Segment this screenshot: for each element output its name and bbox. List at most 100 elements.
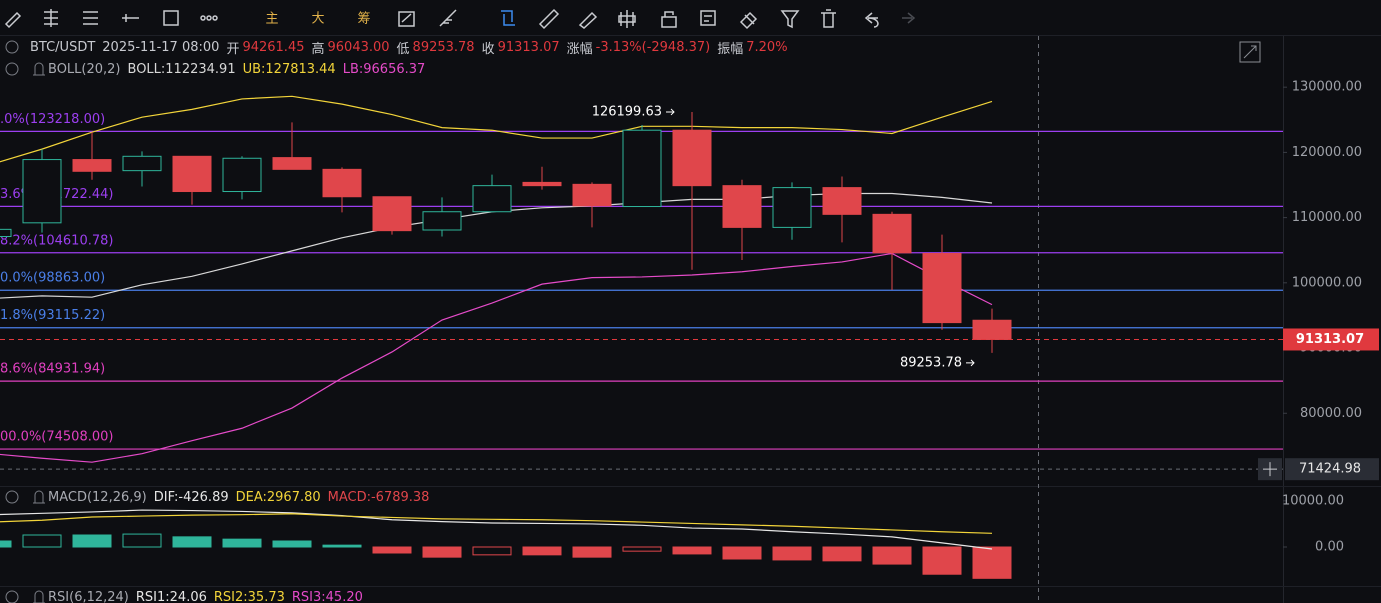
candle-body [322, 168, 362, 198]
legend-item: RSI1:24.06 [135, 589, 207, 603]
fullscreen-icon[interactable] [1239, 41, 1261, 63]
field-label: 涨幅 [566, 41, 593, 57]
macd-bar [772, 546, 812, 561]
macd-bar [322, 544, 362, 548]
macd-bar [622, 546, 662, 552]
candle-body [272, 157, 312, 170]
legend-item: UB:127813.44 [242, 61, 336, 77]
macd-bar [222, 538, 262, 548]
indicator-line [0, 252, 993, 463]
collapse-icon[interactable] [5, 62, 19, 76]
indicator-title: BOLL(20,2) [48, 61, 121, 77]
alert-icon[interactable] [33, 490, 45, 504]
tool-icon[interactable] [163, 10, 179, 26]
field-value: 96043.00 [327, 39, 390, 55]
fib-label: 00.0%(74508.00) [0, 430, 113, 445]
crosshair-plus [1263, 462, 1277, 477]
y-tick-label: 120000.00 [1292, 145, 1362, 160]
macd-bar [872, 546, 912, 565]
tool-icon[interactable] [200, 15, 218, 21]
fib-label: 1.8%(93115.22) [0, 308, 105, 323]
crosshair-tag [1285, 458, 1379, 481]
legend-item: RSI2:35.73 [213, 589, 285, 603]
candle-body [0, 228, 12, 238]
candle-body [672, 129, 712, 187]
candle-body [772, 187, 812, 228]
toolbar-button[interactable]: 主 [265, 12, 278, 27]
tool-icon[interactable] [661, 11, 677, 28]
tool-icon[interactable] [578, 11, 598, 29]
tool-icon[interactable] [618, 10, 636, 28]
tool-icon[interactable] [4, 11, 22, 29]
candle-body [572, 183, 612, 207]
tool-icon[interactable] [821, 9, 836, 28]
tool-icon[interactable] [780, 10, 800, 29]
macd-bar [272, 540, 312, 548]
candle-body [72, 159, 112, 172]
last-price-tag [1283, 328, 1379, 351]
field-value: -3.13%(-2948.37) [595, 39, 711, 55]
collapse-icon[interactable] [5, 590, 19, 603]
tool-icon[interactable] [739, 11, 758, 30]
collapse-icon[interactable] [5, 40, 19, 54]
tool-icon[interactable] [44, 9, 58, 27]
toolbar-button[interactable]: 大 [311, 12, 324, 27]
tool-icon[interactable] [83, 11, 98, 25]
macd-bar [0, 540, 12, 548]
candle-body [472, 185, 512, 213]
legend-item: DEA:2967.80 [235, 489, 321, 505]
price-annotation: 89253.78 [900, 355, 962, 370]
tool-icon [902, 12, 916, 24]
price-annotation: 126199.63 [592, 104, 662, 119]
candle-body [622, 129, 662, 208]
legend-item: BOLL:112234.91 [127, 61, 236, 77]
y-tick-label: 10000.00 [1282, 493, 1344, 508]
y-tick-label: 130000.00 [1292, 80, 1362, 95]
indicator-line [0, 95, 993, 163]
macd-bar [22, 534, 62, 548]
tool-icon[interactable] [122, 14, 139, 22]
annotation-arrow [666, 108, 675, 116]
field-value: 7.20% [746, 39, 788, 55]
field-value: 94261.45 [242, 39, 305, 55]
legend-item: DIF:-426.89 [153, 489, 229, 505]
macd-bar [822, 546, 862, 562]
fib-label: 0.0%(98863.00) [0, 271, 105, 286]
toolbar-button[interactable]: 筹 [357, 11, 370, 27]
field-value: 91313.07 [497, 39, 560, 55]
candle-body [872, 213, 912, 254]
tool-icon[interactable] [439, 9, 457, 27]
field-label: 收 [481, 41, 495, 57]
fib-label: .0%(123218.00) [0, 112, 105, 127]
indicator-row: BOLL(20,2) BOLL:112234.91 UB:127813.44 LB:9… [48, 60, 425, 78]
tool-icon[interactable] [864, 12, 879, 28]
macd-bar [372, 546, 412, 554]
macd-bar [122, 533, 162, 548]
candle-body [822, 187, 862, 215]
legend-item: LB:96656.37 [342, 61, 426, 77]
indicator-row: RSI(6,12,24) RSI1:24.06 RSI2:35.73 RSI3:45.… [48, 588, 363, 603]
tool-icon[interactable] [501, 10, 515, 26]
crosshair-label: 71424.98 [1299, 462, 1361, 477]
field-label: 振幅 [717, 41, 744, 57]
macd-bar [972, 546, 1012, 579]
last-price-label: 91313.07 [1296, 332, 1364, 347]
tool-icon[interactable] [398, 11, 415, 27]
annotation-arrow [966, 359, 975, 367]
macd-bar [472, 546, 512, 556]
collapse-icon[interactable] [5, 490, 19, 504]
alert-icon[interactable] [33, 62, 45, 76]
field-label: 高 [311, 41, 325, 57]
fib-label: 8.6%(84931.94) [0, 362, 105, 377]
macd-bar [522, 546, 562, 556]
y-tick-label: 110000.00 [1292, 210, 1362, 225]
tool-icon[interactable] [538, 8, 560, 30]
candle-body [922, 252, 962, 324]
candle-body [372, 196, 412, 232]
candle-body [422, 211, 462, 231]
alert-icon[interactable] [33, 590, 45, 603]
tool-icon[interactable] [700, 10, 716, 26]
